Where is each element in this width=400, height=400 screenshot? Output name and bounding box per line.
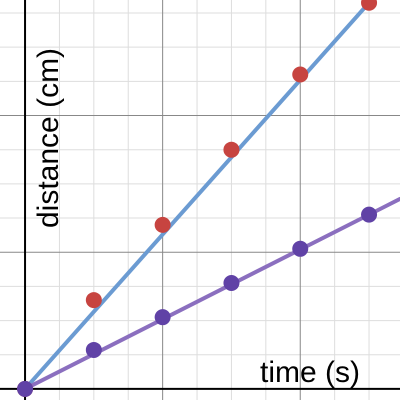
data-points: [17, 0, 378, 397]
x-axis-label: time (s): [260, 356, 360, 389]
data-point-series-1-3: [154, 216, 171, 233]
data-point-series-1-2: [85, 292, 102, 309]
y-axis-label: distance (cm): [32, 48, 65, 228]
data-point-series-2-6: [361, 206, 378, 223]
fit-line-series-1: [23, 0, 375, 391]
data-point-series-1-6: [361, 0, 378, 11]
data-point-series-1-5: [292, 66, 309, 83]
data-point-series-2-1: [17, 380, 34, 397]
fit-line-series-2: [23, 196, 400, 391]
data-point-series-2-5: [292, 240, 309, 257]
data-point-series-2-2: [85, 341, 102, 358]
data-point-series-1-4: [223, 141, 240, 158]
data-point-series-2-4: [223, 274, 240, 291]
data-point-series-2-3: [154, 309, 171, 326]
fit-lines: [23, 0, 400, 391]
